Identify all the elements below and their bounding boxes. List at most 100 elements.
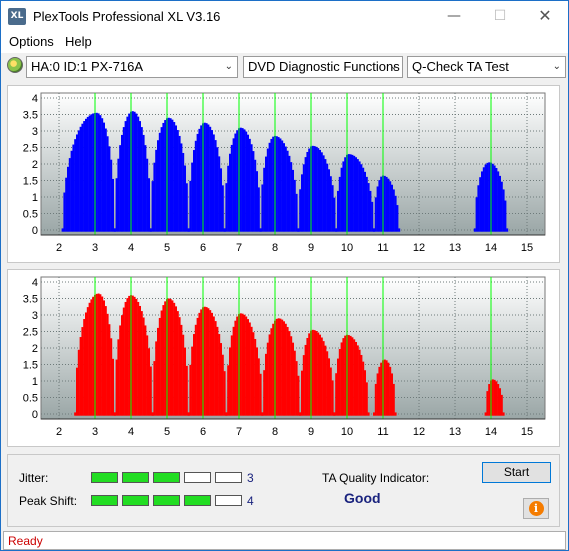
chart-bar: [374, 383, 377, 416]
chart-bar: [92, 296, 95, 416]
chart-bar: [104, 128, 107, 232]
chart-bar: [234, 133, 237, 232]
chart-bar: [272, 323, 275, 416]
chart-bar: [317, 148, 320, 232]
chart-bar: [115, 178, 118, 232]
chart-bar: [306, 337, 309, 416]
chart-bar: [146, 158, 149, 232]
x-tick-label: 13: [449, 242, 461, 254]
chart-bar: [297, 375, 300, 416]
chart-bar: [495, 381, 498, 416]
y-tick-label: 0: [32, 225, 38, 237]
chart-bar: [256, 171, 258, 232]
chart-bar: [128, 295, 131, 416]
info-button[interactable]: i: [523, 498, 549, 519]
close-icon[interactable]: ✕: [538, 6, 552, 25]
menu-help[interactable]: Help: [65, 34, 92, 49]
chart-bar: [205, 307, 208, 416]
chart-bar: [162, 122, 165, 232]
chart-bar: [394, 412, 397, 416]
chart-bar: [211, 312, 213, 416]
chart-bar: [236, 316, 239, 416]
chart-bar: [225, 412, 228, 416]
chart-bar: [139, 121, 141, 232]
start-button[interactable]: Start: [482, 462, 551, 483]
test-select-value: Q-Check TA Test: [412, 59, 509, 74]
x-tick-label: 7: [236, 242, 242, 254]
chart-bar: [304, 157, 307, 232]
test-select[interactable]: Q-Check TA Test ⌄: [407, 56, 566, 78]
chart-bar: [315, 146, 318, 232]
function-select[interactable]: DVD Diagnostic Functions ⌄: [243, 56, 403, 78]
chart-bar: [182, 334, 185, 416]
chart-bar: [279, 138, 282, 232]
chart-bar: [216, 326, 219, 416]
chart-bar: [185, 365, 188, 416]
window-title: PlexTools Professional XL V3.16: [33, 9, 221, 24]
x-tick-label: 6: [200, 426, 206, 438]
x-tick-label: 7: [236, 426, 242, 438]
chart-bar: [169, 298, 172, 416]
chart-bar: [117, 158, 120, 232]
chart-bar: [180, 324, 183, 416]
meter-cell: [215, 495, 242, 506]
chart-bar: [203, 306, 206, 416]
chart-bar: [335, 228, 338, 232]
chart-bar: [367, 183, 370, 232]
chart-bar: [373, 228, 375, 232]
chart-bar: [121, 315, 123, 416]
drive-select[interactable]: HA:0 ID:1 PX-716A ⌄: [26, 56, 238, 78]
jitter-value: 3: [247, 471, 254, 485]
chart-bar: [122, 127, 125, 232]
chart-bar: [245, 316, 248, 416]
x-tick-label: 9: [308, 426, 314, 438]
chart-bar: [257, 187, 260, 232]
chart-bar: [279, 318, 282, 416]
chart-bar: [373, 412, 375, 416]
menu-options[interactable]: Options: [9, 34, 54, 49]
chart-bar: [193, 334, 195, 416]
chart-bar: [365, 382, 368, 416]
chart-bar: [176, 130, 179, 232]
meter-cell: [153, 472, 180, 483]
chart-bar: [196, 133, 199, 232]
chart-bar: [189, 364, 192, 416]
lower-chart-panel: 2 3 4 5 6 7 8 9 10 11 12 13 14 15 0 0.5 1 1.5 2 2.5 3 3.5 4: [7, 269, 560, 447]
lower-ta-chart: 2 3 4 5 6 7 8 9 10 11 12 13 14 15 0 0.5 1 1.5 2 2.5 3 3.5 4: [23, 276, 546, 438]
chart-bar: [103, 122, 105, 232]
chart-bar: [104, 306, 107, 416]
chart-bar: [376, 186, 379, 232]
chart-bar: [229, 153, 231, 232]
chart-bar: [389, 181, 392, 232]
maximize-icon[interactable]: ☐: [493, 8, 507, 24]
minimize-icon[interactable]: —: [447, 8, 461, 24]
chart-bar: [376, 373, 379, 416]
chart-bar: [176, 311, 179, 416]
y-tick-label: 1: [32, 376, 38, 388]
chart-bar: [232, 138, 235, 232]
chart-bar: [207, 308, 210, 416]
chart-bar: [85, 312, 87, 416]
chart-bar: [223, 371, 226, 416]
chart-bar: [371, 201, 374, 232]
chart-bar: [117, 339, 120, 416]
chart-bar: [77, 349, 80, 416]
chart-bar: [347, 154, 350, 232]
chart-bar: [200, 309, 203, 416]
chart-bar: [338, 176, 341, 232]
chart-bar: [113, 228, 116, 232]
chart-bar: [344, 157, 347, 232]
chart-bar: [112, 178, 114, 232]
chart-bar: [356, 345, 359, 416]
chart-bar: [311, 329, 314, 416]
chart-bar: [263, 167, 266, 232]
chart-bar: [308, 333, 311, 416]
chart-bar: [151, 181, 154, 232]
chart-bar: [254, 338, 257, 416]
chart-bar: [360, 164, 363, 232]
chart-bar: [331, 380, 334, 416]
x-tick-label: 8: [272, 242, 278, 254]
chart-bar: [347, 335, 350, 416]
chart-bar: [214, 321, 217, 416]
chart-bar: [286, 150, 289, 232]
